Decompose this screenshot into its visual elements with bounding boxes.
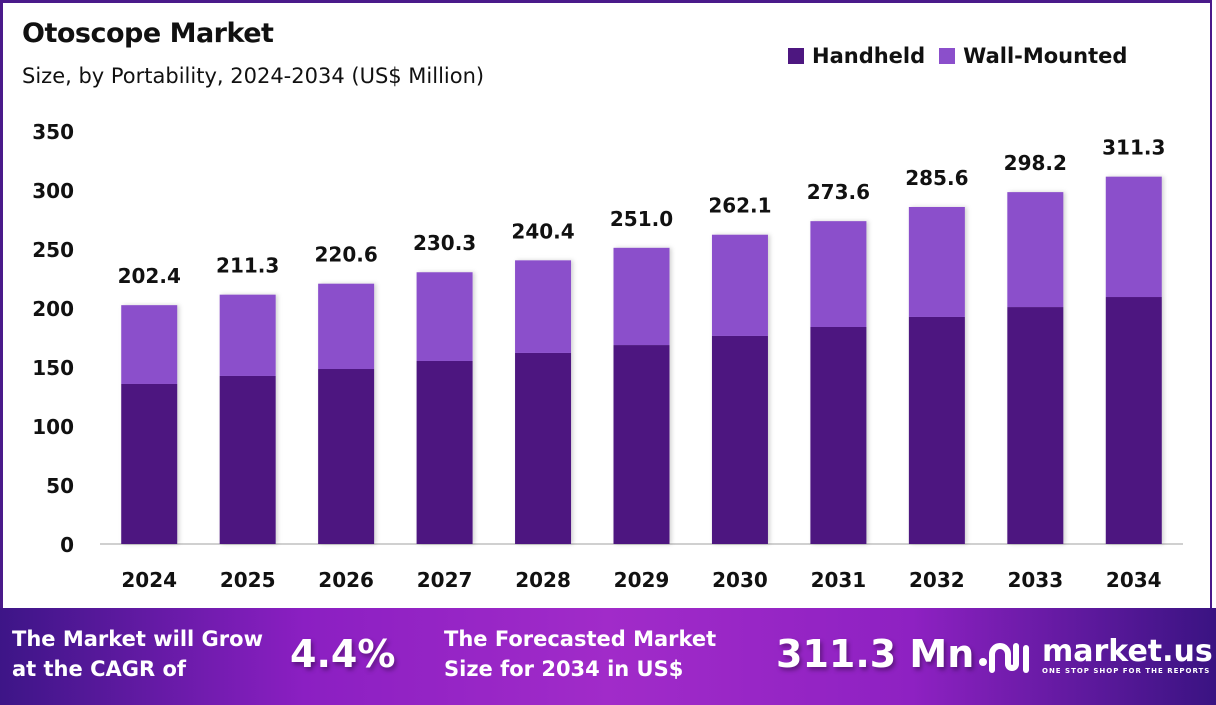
forecast-label-line2: Size for 2034 in US$ xyxy=(444,657,684,681)
x-tick-label: 2030 xyxy=(712,568,768,592)
bar-segment-handheld xyxy=(1007,307,1064,544)
bar-stack xyxy=(1105,176,1162,544)
bar-segment-handheld xyxy=(711,335,768,544)
legend-swatch-wall-mounted xyxy=(939,48,956,64)
y-tick-label: 50 xyxy=(46,474,74,498)
legend-label-wall-mounted: Wall-Mounted xyxy=(963,44,1128,68)
bar-segment-wall-mounted xyxy=(711,234,768,336)
bar-segment-wall-mounted xyxy=(810,221,867,327)
bar-stack xyxy=(810,221,867,544)
x-tick-label: 2029 xyxy=(614,568,670,592)
marketus-logo: market.us ONE STOP SHOP FOR THE REPORTS xyxy=(978,636,1213,676)
bar-segment-wall-mounted xyxy=(416,272,473,361)
chart-title: Otoscope Market xyxy=(22,18,274,49)
legend-swatch-handheld xyxy=(788,48,804,64)
bar-stack xyxy=(515,260,572,544)
bar-segment-wall-mounted xyxy=(1007,192,1064,308)
y-tick-label: 200 xyxy=(32,297,74,321)
data-label: 285.6 xyxy=(905,166,968,190)
x-tick-label: 2033 xyxy=(1007,568,1063,592)
data-label: 230.3 xyxy=(413,231,476,255)
bar-segment-handheld xyxy=(416,360,473,544)
bar-segment-wall-mounted xyxy=(613,247,670,346)
bar-segment-handheld xyxy=(515,352,572,544)
x-tick-label: 2027 xyxy=(417,568,473,592)
bar-segment-handheld xyxy=(318,369,375,544)
bar-segment-wall-mounted xyxy=(1105,176,1162,298)
bar-segment-handheld xyxy=(1105,297,1162,544)
data-label: 240.4 xyxy=(511,219,574,243)
bar-chart: 0 50 100 150 200 250 300 350 202.4 211.3 220.6 230… xyxy=(32,120,1183,592)
bar-stack xyxy=(613,247,670,544)
bar-stack xyxy=(416,272,473,544)
logo-name: market.us xyxy=(1042,634,1213,669)
forecast-value: 311.3 Mn xyxy=(776,632,975,676)
bar-segment-wall-mounted xyxy=(515,260,572,353)
x-tick-label: 2024 xyxy=(121,568,177,592)
data-label: 262.1 xyxy=(708,194,771,218)
bar-stack xyxy=(711,234,768,544)
cagr-value: 4.4% xyxy=(290,632,396,676)
cagr-label: The Market will Grow at the CAGR of xyxy=(12,624,263,684)
bar-segment-wall-mounted xyxy=(121,305,178,384)
marketus-logo-icon xyxy=(979,643,1029,673)
data-label: 273.6 xyxy=(807,180,870,204)
data-label: 211.3 xyxy=(216,254,279,278)
forecast-label-line1: The Forecasted Market xyxy=(444,627,717,651)
y-axis: 0 50 100 150 200 250 300 350 xyxy=(32,120,74,557)
chart-frame xyxy=(0,0,1212,608)
bar-segment-handheld xyxy=(810,326,867,544)
x-tick-label: 2031 xyxy=(811,568,867,592)
y-tick-label: 100 xyxy=(32,415,74,439)
bars: 202.4 211.3 220.6 230.3 240.4 251.0 262.1 273.6… xyxy=(118,136,1165,544)
cagr-label-line1: The Market will Grow xyxy=(12,627,263,651)
bar-segment-handheld xyxy=(121,383,178,544)
y-tick-label: 150 xyxy=(32,356,74,380)
y-tick-label: 350 xyxy=(32,120,74,144)
x-tick-label: 2026 xyxy=(318,568,374,592)
y-tick-label: 0 xyxy=(60,533,74,557)
bar-segment-handheld xyxy=(219,375,276,544)
chart-subtitle: Size, by Portability, 2024-2034 (US$ Mil… xyxy=(22,64,485,88)
bar-segment-wall-mounted xyxy=(318,283,375,370)
x-tick-label: 2028 xyxy=(515,568,571,592)
data-label: 311.3 xyxy=(1102,136,1165,160)
data-label: 251.0 xyxy=(610,207,673,231)
bar-segment-handheld xyxy=(613,345,670,544)
data-label: 220.6 xyxy=(315,243,378,267)
x-tick-label: 2032 xyxy=(909,568,965,592)
bar-stack xyxy=(1007,192,1064,544)
bar-stack xyxy=(121,305,178,544)
x-axis: 2024 2025 2026 2027 2028 2029 2030 2031 2032 2033… xyxy=(121,568,1161,592)
bar-segment-wall-mounted xyxy=(908,206,965,317)
bar-stack xyxy=(908,206,965,544)
y-tick-label: 300 xyxy=(32,179,74,203)
forecast-label: The Forecasted Market Size for 2034 in U… xyxy=(444,624,716,684)
x-tick-label: 2025 xyxy=(220,568,276,592)
bar-stack xyxy=(219,294,276,544)
y-tick-label: 250 xyxy=(32,238,74,262)
footer-banner: The Market will Grow at the CAGR of 4.4%… xyxy=(0,608,1216,705)
x-tick-label: 2034 xyxy=(1106,568,1162,592)
legend-item-handheld: Handheld xyxy=(788,44,925,68)
bar-segment-handheld xyxy=(908,316,965,544)
logo-tagline: ONE STOP SHOP FOR THE REPORTS xyxy=(1042,667,1211,675)
legend-item-wall-mounted: Wall-Mounted xyxy=(939,44,1127,68)
legend-label-handheld: Handheld xyxy=(812,44,926,68)
data-label: 298.2 xyxy=(1004,151,1067,175)
cagr-label-line2: at the CAGR of xyxy=(12,657,187,681)
bar-stack xyxy=(318,283,375,544)
bar-segment-wall-mounted xyxy=(219,294,276,376)
legend: Handheld Wall-Mounted xyxy=(788,44,1141,68)
data-label: 202.4 xyxy=(118,264,181,288)
